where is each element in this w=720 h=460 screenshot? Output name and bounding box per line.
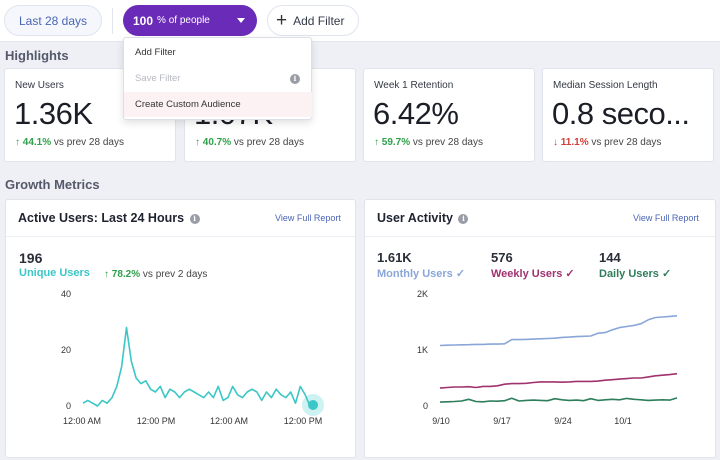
add-filter-label: Add Filter <box>293 13 345 28</box>
delta-percent: 44.1% <box>22 137 52 148</box>
stat-value: 1.36K <box>14 96 93 131</box>
weekly-users-count: 576 <box>491 250 513 265</box>
delta-percent: 78.2% <box>111 269 141 280</box>
x-tick-label: 9/24 <box>554 416 572 426</box>
panel-divider <box>365 236 715 237</box>
menu-item-create-custom-audience[interactable]: Create Custom Audience <box>124 92 312 117</box>
stat-label: Week 1 Retention <box>374 80 454 91</box>
toolbar-divider <box>112 8 113 34</box>
delta-comparison: vs prev 28 days <box>233 137 304 148</box>
stat-value: 6.42% <box>373 96 459 131</box>
x-tick-label: 12:00 AM <box>210 416 248 426</box>
check-icon: ✓ <box>565 268 575 280</box>
series-line-unique-users <box>82 326 311 407</box>
info-icon[interactable]: i <box>458 213 469 224</box>
info-icon[interactable]: i <box>290 74 300 84</box>
add-filter-button[interactable]: + Add Filter <box>267 5 359 36</box>
panel-title: User Activity i <box>377 211 469 225</box>
daily-users-toggle[interactable]: Daily Users ✓ <box>599 267 671 280</box>
x-tick-label: 12:00 PM <box>137 416 176 426</box>
y-tick-label: 0 <box>66 401 71 411</box>
user-activity-panel: User Activity i View Full Report 1.61K M… <box>364 199 716 458</box>
panel-title-text: User Activity <box>377 211 453 225</box>
arrow-up-icon: ↑ <box>15 137 20 148</box>
stat-card-week1-retention[interactable]: Week 1 Retention 6.42% ↑ 59.7% vs prev 2… <box>363 68 535 162</box>
active-users-chart: 0 20 40 12:00 AM 12:00 PM 12:00 AM 12:00 PM <box>61 289 324 426</box>
people-percent-value: 100 <box>133 13 154 28</box>
y-tick-label: 1K <box>417 345 428 355</box>
delta-comparison: vs prev 28 days <box>412 137 483 148</box>
panel-divider <box>6 236 355 237</box>
y-tick-label: 2K <box>417 289 428 299</box>
delta-percent: 40.7% <box>202 137 232 148</box>
x-tick-label: 9/17 <box>493 416 511 426</box>
arrow-down-icon: ↓ <box>553 137 558 148</box>
active-users-panel: Active Users: Last 24 Hours i View Full … <box>5 199 356 458</box>
x-tick-label: 12:00 AM <box>63 416 101 426</box>
menu-item-label: Create Custom Audience <box>135 99 241 110</box>
delta-comparison: vs prev 2 days <box>142 269 208 280</box>
live-marker-dot <box>308 400 318 410</box>
series-label: Daily Users <box>599 268 659 280</box>
y-tick-label: 40 <box>61 289 71 299</box>
filter-dropdown-menu: Add Filter Save Filter i Create Custom A… <box>123 37 312 120</box>
view-full-report-link[interactable]: View Full Report <box>275 213 341 223</box>
stat-delta: ↑ 40.7% vs prev 28 days <box>195 137 304 148</box>
caret-down-icon <box>237 18 245 23</box>
info-icon[interactable]: i <box>189 213 200 224</box>
series-label: Monthly Users <box>377 268 453 280</box>
series-line-daily-users <box>439 397 678 403</box>
check-icon: ✓ <box>455 268 466 280</box>
series-label: Weekly Users <box>491 268 563 280</box>
series-line-monthly-users <box>439 315 678 347</box>
stat-label: Median Session Length <box>553 80 658 91</box>
unique-users-label: Unique Users <box>19 267 90 279</box>
y-tick-label: 0 <box>423 401 428 411</box>
arrow-up-icon: ↑ <box>104 269 109 280</box>
delta-percent: 11.1% <box>560 137 589 148</box>
arrow-up-icon: ↑ <box>374 137 379 148</box>
stat-delta: ↑ 44.1% vs prev 28 days <box>15 137 124 148</box>
user-activity-chart: 0 1K 2K 9/10 9/17 9/24 10/1 <box>417 289 678 426</box>
highlights-heading: Highlights <box>5 48 69 63</box>
view-full-report-link[interactable]: View Full Report <box>633 213 699 223</box>
menu-item-label: Save Filter <box>135 73 181 84</box>
panel-title-text: Active Users: Last 24 Hours <box>18 211 185 225</box>
stat-value: 0.8 seco... <box>552 96 690 131</box>
menu-item-add-filter[interactable]: Add Filter <box>124 40 312 65</box>
stat-delta: ↑ 59.7% vs prev 28 days <box>374 137 483 148</box>
filter-bar: Last 28 days 100 % of people + Add Filte… <box>0 0 720 42</box>
delta-comparison: vs prev 28 days <box>53 137 124 148</box>
y-tick-label: 20 <box>61 345 71 355</box>
x-tick-label: 9/10 <box>432 416 450 426</box>
series-line-weekly-users <box>439 372 678 389</box>
arrow-up-icon: ↑ <box>195 137 200 148</box>
check-icon: ✓ <box>662 268 672 280</box>
weekly-users-toggle[interactable]: Weekly Users ✓ <box>491 267 575 280</box>
date-range-button[interactable]: Last 28 days <box>4 5 102 36</box>
menu-item-save-filter: Save Filter i <box>124 66 312 91</box>
unique-users-delta: ↑ 78.2% vs prev 2 days <box>104 269 207 280</box>
growth-metrics-heading: Growth Metrics <box>5 177 100 192</box>
stat-label: New Users <box>15 80 64 91</box>
people-percent-suffix: % of people <box>157 15 210 26</box>
x-tick-label: 10/1 <box>614 416 632 426</box>
stat-card-median-session-length[interactable]: Median Session Length 0.8 seco... ↓ 11.1… <box>542 68 714 162</box>
monthly-users-count: 1.61K <box>377 250 412 265</box>
people-percent-dropdown[interactable]: 100 % of people <box>123 5 257 36</box>
daily-users-count: 144 <box>599 250 621 265</box>
delta-comparison: vs prev 28 days <box>591 137 662 148</box>
monthly-users-toggle[interactable]: Monthly Users ✓ <box>377 267 465 280</box>
menu-item-label: Add Filter <box>135 47 176 58</box>
stat-delta: ↓ 11.1% vs prev 28 days <box>553 137 661 148</box>
panel-title: Active Users: Last 24 Hours i <box>18 211 200 225</box>
unique-users-count: 196 <box>19 250 43 266</box>
x-tick-label: 12:00 PM <box>284 416 323 426</box>
plus-icon: + <box>276 10 288 31</box>
delta-percent: 59.7% <box>381 137 411 148</box>
